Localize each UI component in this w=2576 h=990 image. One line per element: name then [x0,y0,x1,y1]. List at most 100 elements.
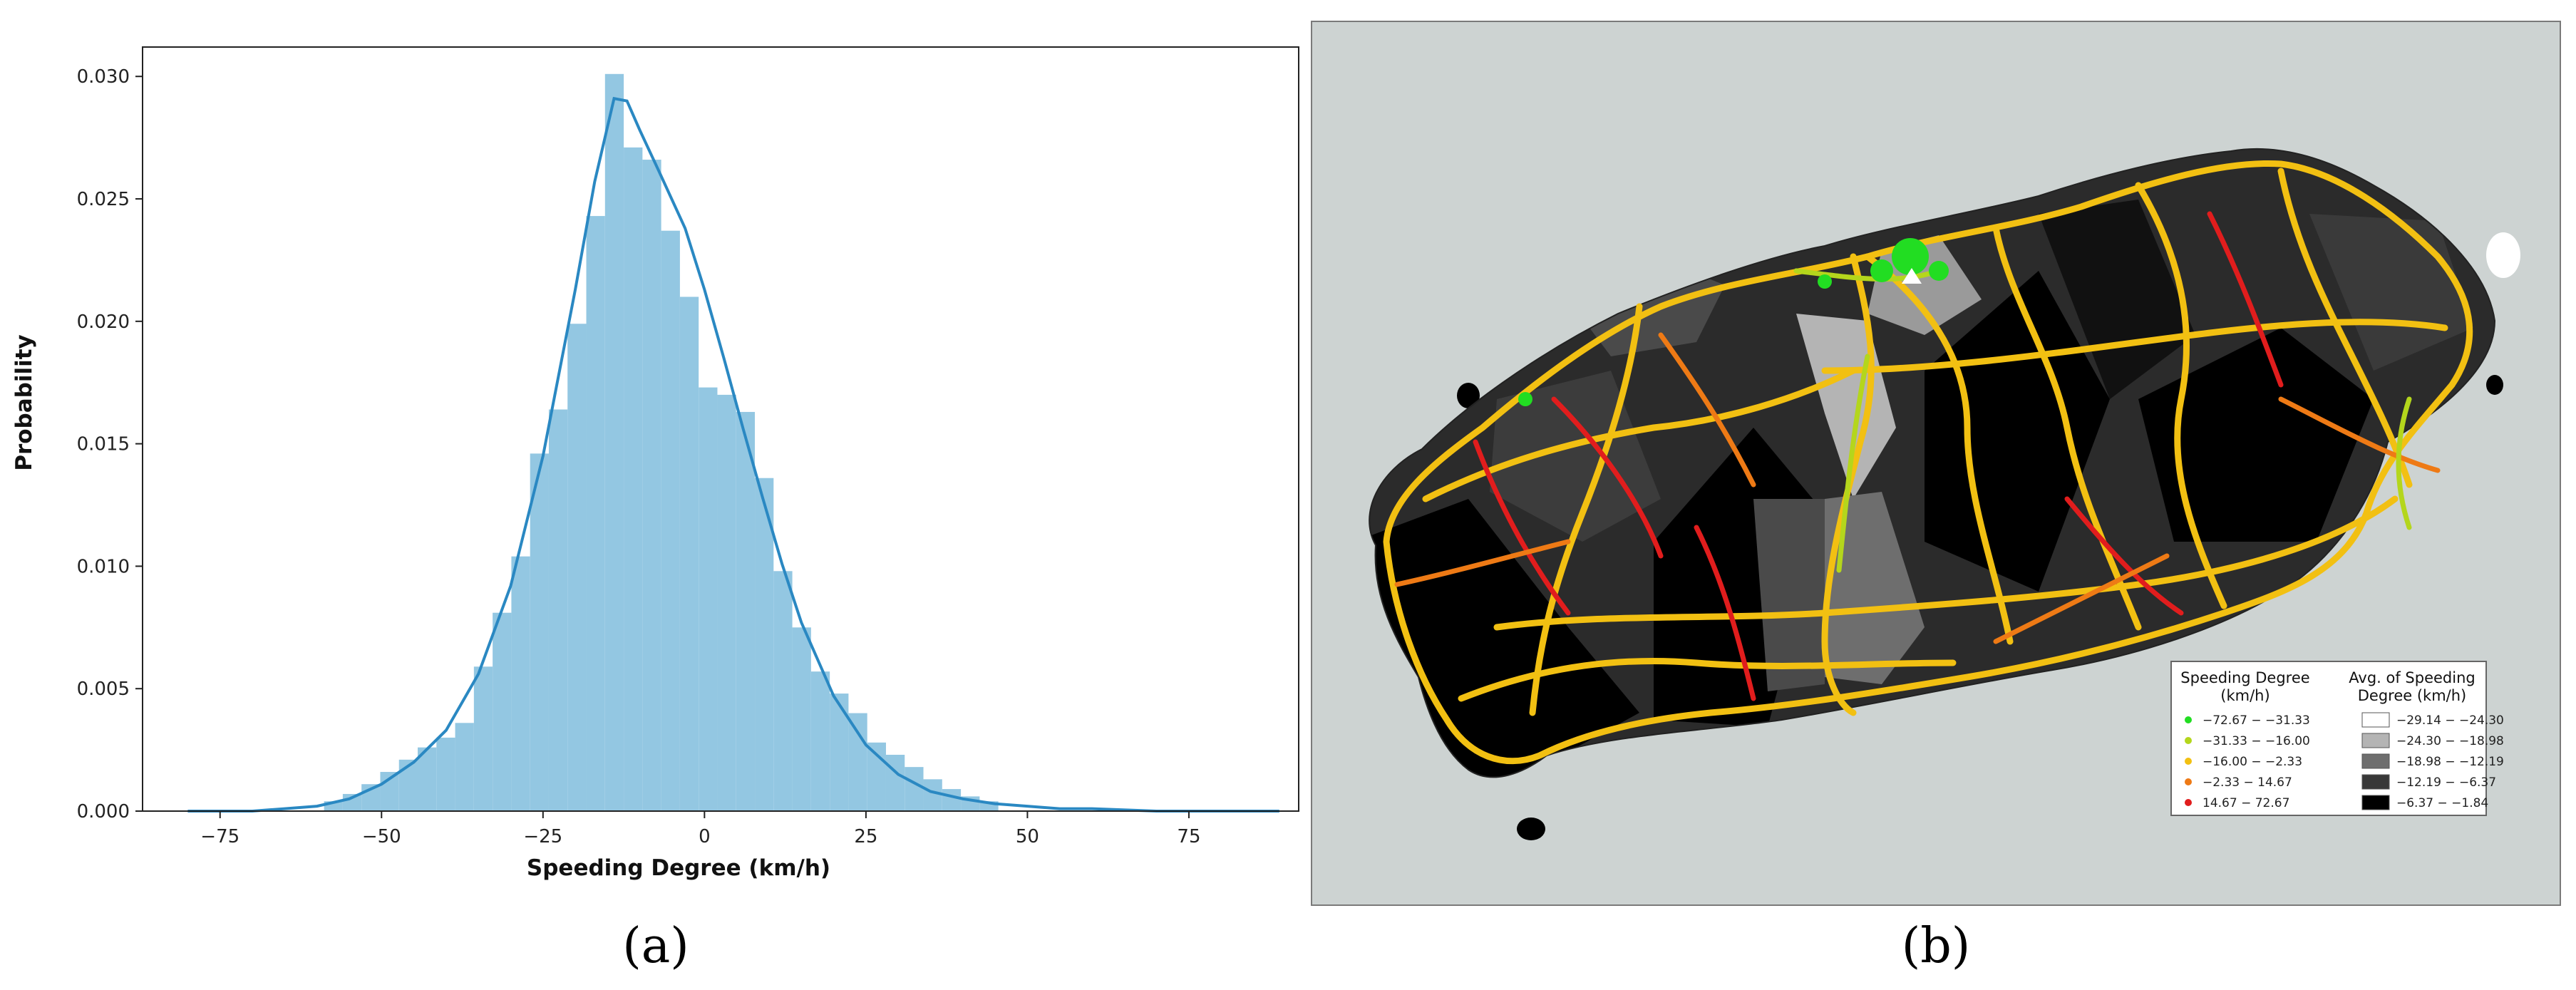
marker-triangle [1902,268,1922,284]
panel-a-caption: (a) [622,918,689,974]
histogram-bar [418,747,437,811]
x-tick-label: 50 [1016,826,1039,847]
legend-region-label: −18.98 − −12.19 [2396,755,2504,769]
road-network [1383,160,2473,765]
road [1821,319,2448,374]
road-slow [2396,396,2412,530]
legend-region-label: −6.37 − −1.84 [2396,796,2488,810]
histogram-bar [848,713,867,811]
histogram-bar [436,737,455,811]
legend-point-swatch [2185,716,2192,723]
x-axis-ticks: −75 −50 −25 0 25 50 75 [200,811,1201,847]
x-tick-label: 25 [854,826,877,847]
islet [2486,375,2503,395]
histogram-bar [473,666,493,811]
histogram-bar [604,73,624,811]
y-tick-label: 0.010 [77,556,130,577]
y-axis-label: Probability [11,334,37,471]
y-tick-label: 0.025 [77,189,130,210]
road-fast [1473,439,1571,616]
histogram-bar [455,723,474,811]
islet [1457,383,1480,408]
road-slow [1793,268,1942,282]
kde-curve [187,96,1279,813]
histogram-bar [530,453,549,811]
y-tick-label: 0.030 [77,66,130,88]
road [1422,367,1857,502]
map-legend: Speeding Degree (km/h) Avg. of Speeding De… [2170,661,2504,816]
legend-point-swatch [2185,799,2192,806]
road-fast [2207,211,2284,388]
histogram-bar [493,612,512,811]
histogram-bar [642,160,661,812]
histogram-bar [810,671,830,811]
histogram-bar [792,627,811,811]
legend-regions-items: −29.14 − −24.30 −24.30 − −18.98 −18.98 − −… [2361,712,2504,810]
panel-a-histogram: −75 −50 −25 0 25 50 75 0.0000.0050.0100.0150.0… [11,46,1299,974]
histogram-bar [905,767,924,811]
road [2277,167,2413,488]
histogram-bar [586,216,605,812]
road-fast [1551,396,1664,559]
histogram-bar [567,324,587,811]
road [1992,225,2142,631]
y-axis-ticks: 0.000 0.005 0.010 0.015 0.020 0.025 0.030 [77,66,143,823]
legend-region-label: −29.14 − −24.30 [2396,713,2504,728]
legend-region-label: −12.19 − −6.37 [2396,775,2496,790]
y-tick-label: 0.005 [77,679,130,700]
x-tick-label: −25 [523,826,562,847]
road [1493,495,2399,631]
road-fast [2064,496,2184,616]
x-tick-label: 75 [1177,826,1200,847]
road-moderate [1394,539,1571,587]
histogram-bar [699,387,718,811]
legend-regions-title: Avg. of Speeding Degree (km/h) [2349,669,2475,704]
x-tick-label: −75 [200,826,239,847]
panel-b-map: Speeding Degree (km/h) Avg. of Speeding De… [1311,21,2561,974]
histogram-bar [624,147,643,811]
dense-slow-points [1892,238,1929,275]
road [1529,303,1643,716]
x-tick-label: 0 [699,826,711,847]
islet [1517,818,1545,840]
legend-points-items: −72.67 − −31.33 −31.33 − −16.00 −16.00 − −… [2185,713,2310,810]
histogram-bar [717,394,736,811]
road [1864,253,2014,645]
histogram-bar [736,411,756,811]
y-tick-label: 0.020 [77,311,130,333]
road-fast [1694,525,1756,701]
legend-point-label: −2.33 − 14.67 [2203,775,2292,790]
road-slow [1836,354,1870,573]
legend-point-label: 14.67 − 72.67 [2203,796,2289,810]
histogram-bar [511,556,530,811]
histogram-bar [548,409,568,811]
legend-point-swatch [2185,778,2192,785]
histogram-bar [755,478,774,811]
road-coastal [1383,160,2473,765]
histogram-bar [885,754,905,811]
plot-frame [142,46,1299,812]
x-tick-label: −50 [362,826,401,847]
legend-region-swatch [2361,753,2390,769]
legend-point-label: −31.33 − −16.00 [2203,734,2310,748]
legend-region-swatch [2361,712,2390,728]
legend-point-label: −16.00 − −2.33 [2203,755,2302,769]
legend-region-swatch [2361,795,2390,810]
y-tick-label: 0.015 [77,434,130,455]
legend-point-swatch [2185,758,2192,765]
road-moderate [1658,332,1756,488]
road [1458,657,1957,702]
histogram-bar [661,230,680,811]
histogram-bars [324,73,999,812]
histogram-bar [923,779,942,811]
x-axis-label: Speeding Degree (km/h) [527,855,830,881]
histogram-bar [773,571,793,811]
panel-b-caption: (b) [1902,918,1971,974]
histogram-bar [942,789,962,811]
legend-region-swatch [2361,733,2390,748]
legend-points-title: Speeding Degree (km/h) [2180,669,2309,704]
road-moderate [2278,396,2441,473]
legend-point-swatch [2185,737,2192,744]
histogram-bar [398,759,418,811]
